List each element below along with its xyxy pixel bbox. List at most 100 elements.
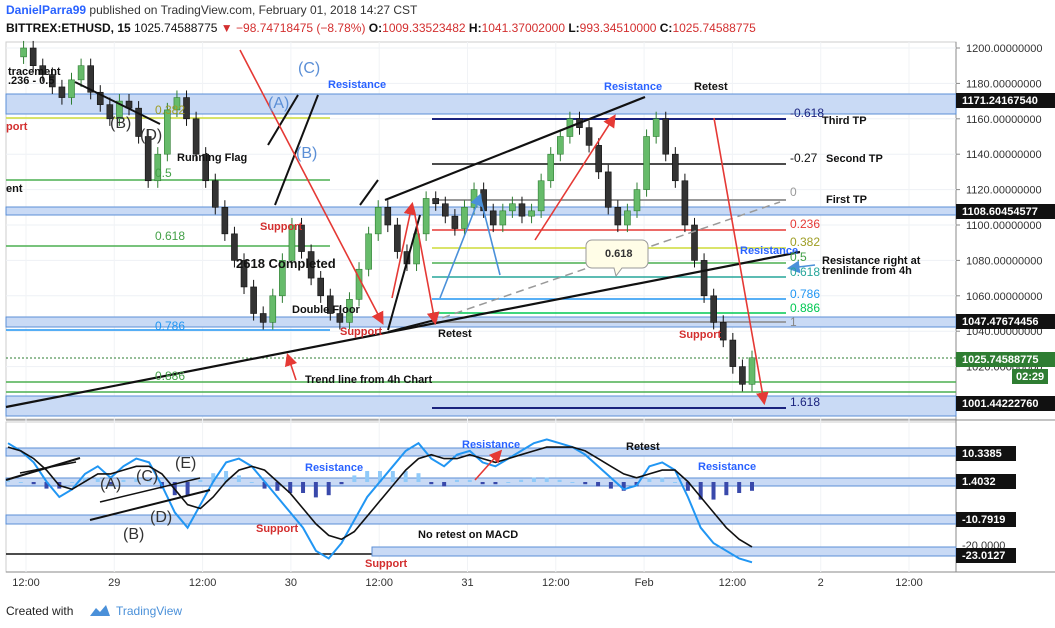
main-annotations: tracement .236 - 0.5 port ent (B) (D) (A… <box>6 60 921 386</box>
macd-hist-33 <box>429 482 434 485</box>
time-tick-7: Feb <box>635 577 654 589</box>
candle-23 <box>231 233 238 261</box>
candle-44 <box>432 198 440 205</box>
candle-33 <box>326 295 334 314</box>
trendline-4h-label: trenlinde from 4h <box>822 265 912 277</box>
retest-label-1: Retest <box>438 328 472 340</box>
time-tick-3: 30 <box>285 577 297 589</box>
resistance-right-label: Resistance right at <box>822 255 921 267</box>
ent-label: ent <box>6 183 23 195</box>
macd-hist-37 <box>480 482 485 485</box>
macd-hist-36 <box>467 479 472 482</box>
price-change: ▼ −98.74718475 (−8.78%) <box>220 21 366 35</box>
double-floor-up <box>387 214 421 331</box>
candle-35 <box>346 299 353 323</box>
macd-hist-55 <box>711 482 716 500</box>
price-tick-7: 1060.00000000 <box>966 291 1042 303</box>
macd-hist-51 <box>660 477 665 482</box>
macd-hist-19 <box>249 482 254 483</box>
arrows <box>239 49 816 406</box>
macd-hist-2 <box>31 482 36 485</box>
macd-hist-52 <box>673 482 678 483</box>
fib-left-0886: 0.886 <box>155 369 185 383</box>
fib-right-0382: 0.382 <box>790 235 820 249</box>
macd-hist-7 <box>95 477 100 482</box>
macd-hist-27 <box>352 475 357 482</box>
candle-2 <box>29 47 37 67</box>
chart-canvas[interactable]: 1200.000000001180.000000001160.000000001… <box>0 40 1055 596</box>
macd-hist-42 <box>544 477 549 482</box>
candle-56 <box>547 153 555 182</box>
red-arrow-trend <box>284 352 298 381</box>
time-tick-2: 12:00 <box>189 577 217 589</box>
candle-54 <box>528 210 535 217</box>
candle-30 <box>298 224 305 252</box>
fib-right-0886: 0.886 <box>790 301 820 315</box>
fib-right-1618: 1.618 <box>790 395 820 409</box>
macd-hist-40 <box>519 479 524 482</box>
running-flag-label: Running Flag <box>177 152 247 164</box>
tag-1025: 1025.74588775 <box>962 354 1038 366</box>
candle-7 <box>77 65 85 81</box>
time-ticks: 12:00 29 12:00 30 12:00 31 12:00 Feb 12:00 2 12:00 <box>12 577 923 589</box>
completed-label: 2618 Completed <box>236 256 336 271</box>
price-tick-1: 1180.00000000 <box>966 78 1042 90</box>
chart-header: DanielParra99 published on TradingView.c… <box>0 0 1055 40</box>
fib-right-neg027: -0.27 <box>790 151 818 165</box>
support-label-3: Support <box>679 329 721 341</box>
author-link[interactable]: DanielParra99 <box>6 3 87 17</box>
candle-40 <box>394 224 401 252</box>
macd-hist-17 <box>224 471 229 482</box>
tradingview-link[interactable]: TradingView <box>116 604 183 618</box>
second-tp-label: Second TP <box>826 153 883 165</box>
third-tp-label: Third TP <box>822 115 867 127</box>
candle-72 <box>700 260 708 297</box>
resistance-label-3: Resistance <box>740 245 798 257</box>
red-arrow-up-1 <box>391 201 417 299</box>
tag-1171: 1171.24167540 <box>962 95 1038 107</box>
macd-tag-3: -10.7919 <box>962 514 1005 526</box>
candle-10 <box>106 104 114 120</box>
candle-52 <box>509 203 516 212</box>
open-label: O: <box>368 21 383 35</box>
macd-hist-20 <box>262 482 267 489</box>
macd-hist-9 <box>121 479 126 482</box>
candle-8 <box>87 65 94 93</box>
candle-22 <box>221 207 229 235</box>
candle-61 <box>595 145 602 173</box>
macd-hist-46 <box>596 482 601 487</box>
macd-hist-22 <box>288 482 293 493</box>
macd-wave-d: (D) <box>150 509 172 526</box>
macd-wave-a: (A) <box>100 476 121 493</box>
red-arrow-down-3 <box>713 117 769 406</box>
candle-53 <box>518 203 526 217</box>
retracement-label: tracement <box>8 66 61 78</box>
macd-no-retest: No retest on MACD <box>418 529 518 541</box>
candle-24 <box>240 260 248 288</box>
macd-hist-35 <box>454 479 459 482</box>
macd-hist-54 <box>698 482 703 500</box>
candle-19 <box>192 118 200 155</box>
tag-1001: 1001.44222760 <box>962 398 1038 410</box>
candle-39 <box>384 207 392 226</box>
candle-69 <box>672 153 679 182</box>
trend-line-label: Trend line from 4h Chart <box>305 374 432 386</box>
macd-hist-21 <box>275 482 280 491</box>
candle-50 <box>489 210 497 226</box>
blue-arrow-1 <box>439 193 483 299</box>
resistance-label-2: Resistance <box>604 81 662 93</box>
macd-hist-8 <box>108 482 113 485</box>
double-floor-label: Double Floor <box>292 304 361 316</box>
price-tick-2: 1160.00000000 <box>966 114 1042 126</box>
candle-13 <box>135 107 142 137</box>
macd-resistance-3: Resistance <box>698 461 756 473</box>
macd-hist-45 <box>583 482 588 485</box>
candle-67 <box>652 118 660 137</box>
candle-63 <box>614 207 622 226</box>
macd-tag-1: 10.3385 <box>962 448 1002 460</box>
macd-resistance-2: Resistance <box>462 439 520 451</box>
bubble-text: 0.618 <box>605 248 633 260</box>
wave-c-top: (C) <box>298 60 320 77</box>
candle-15 <box>154 153 162 182</box>
candle-25 <box>250 286 257 314</box>
